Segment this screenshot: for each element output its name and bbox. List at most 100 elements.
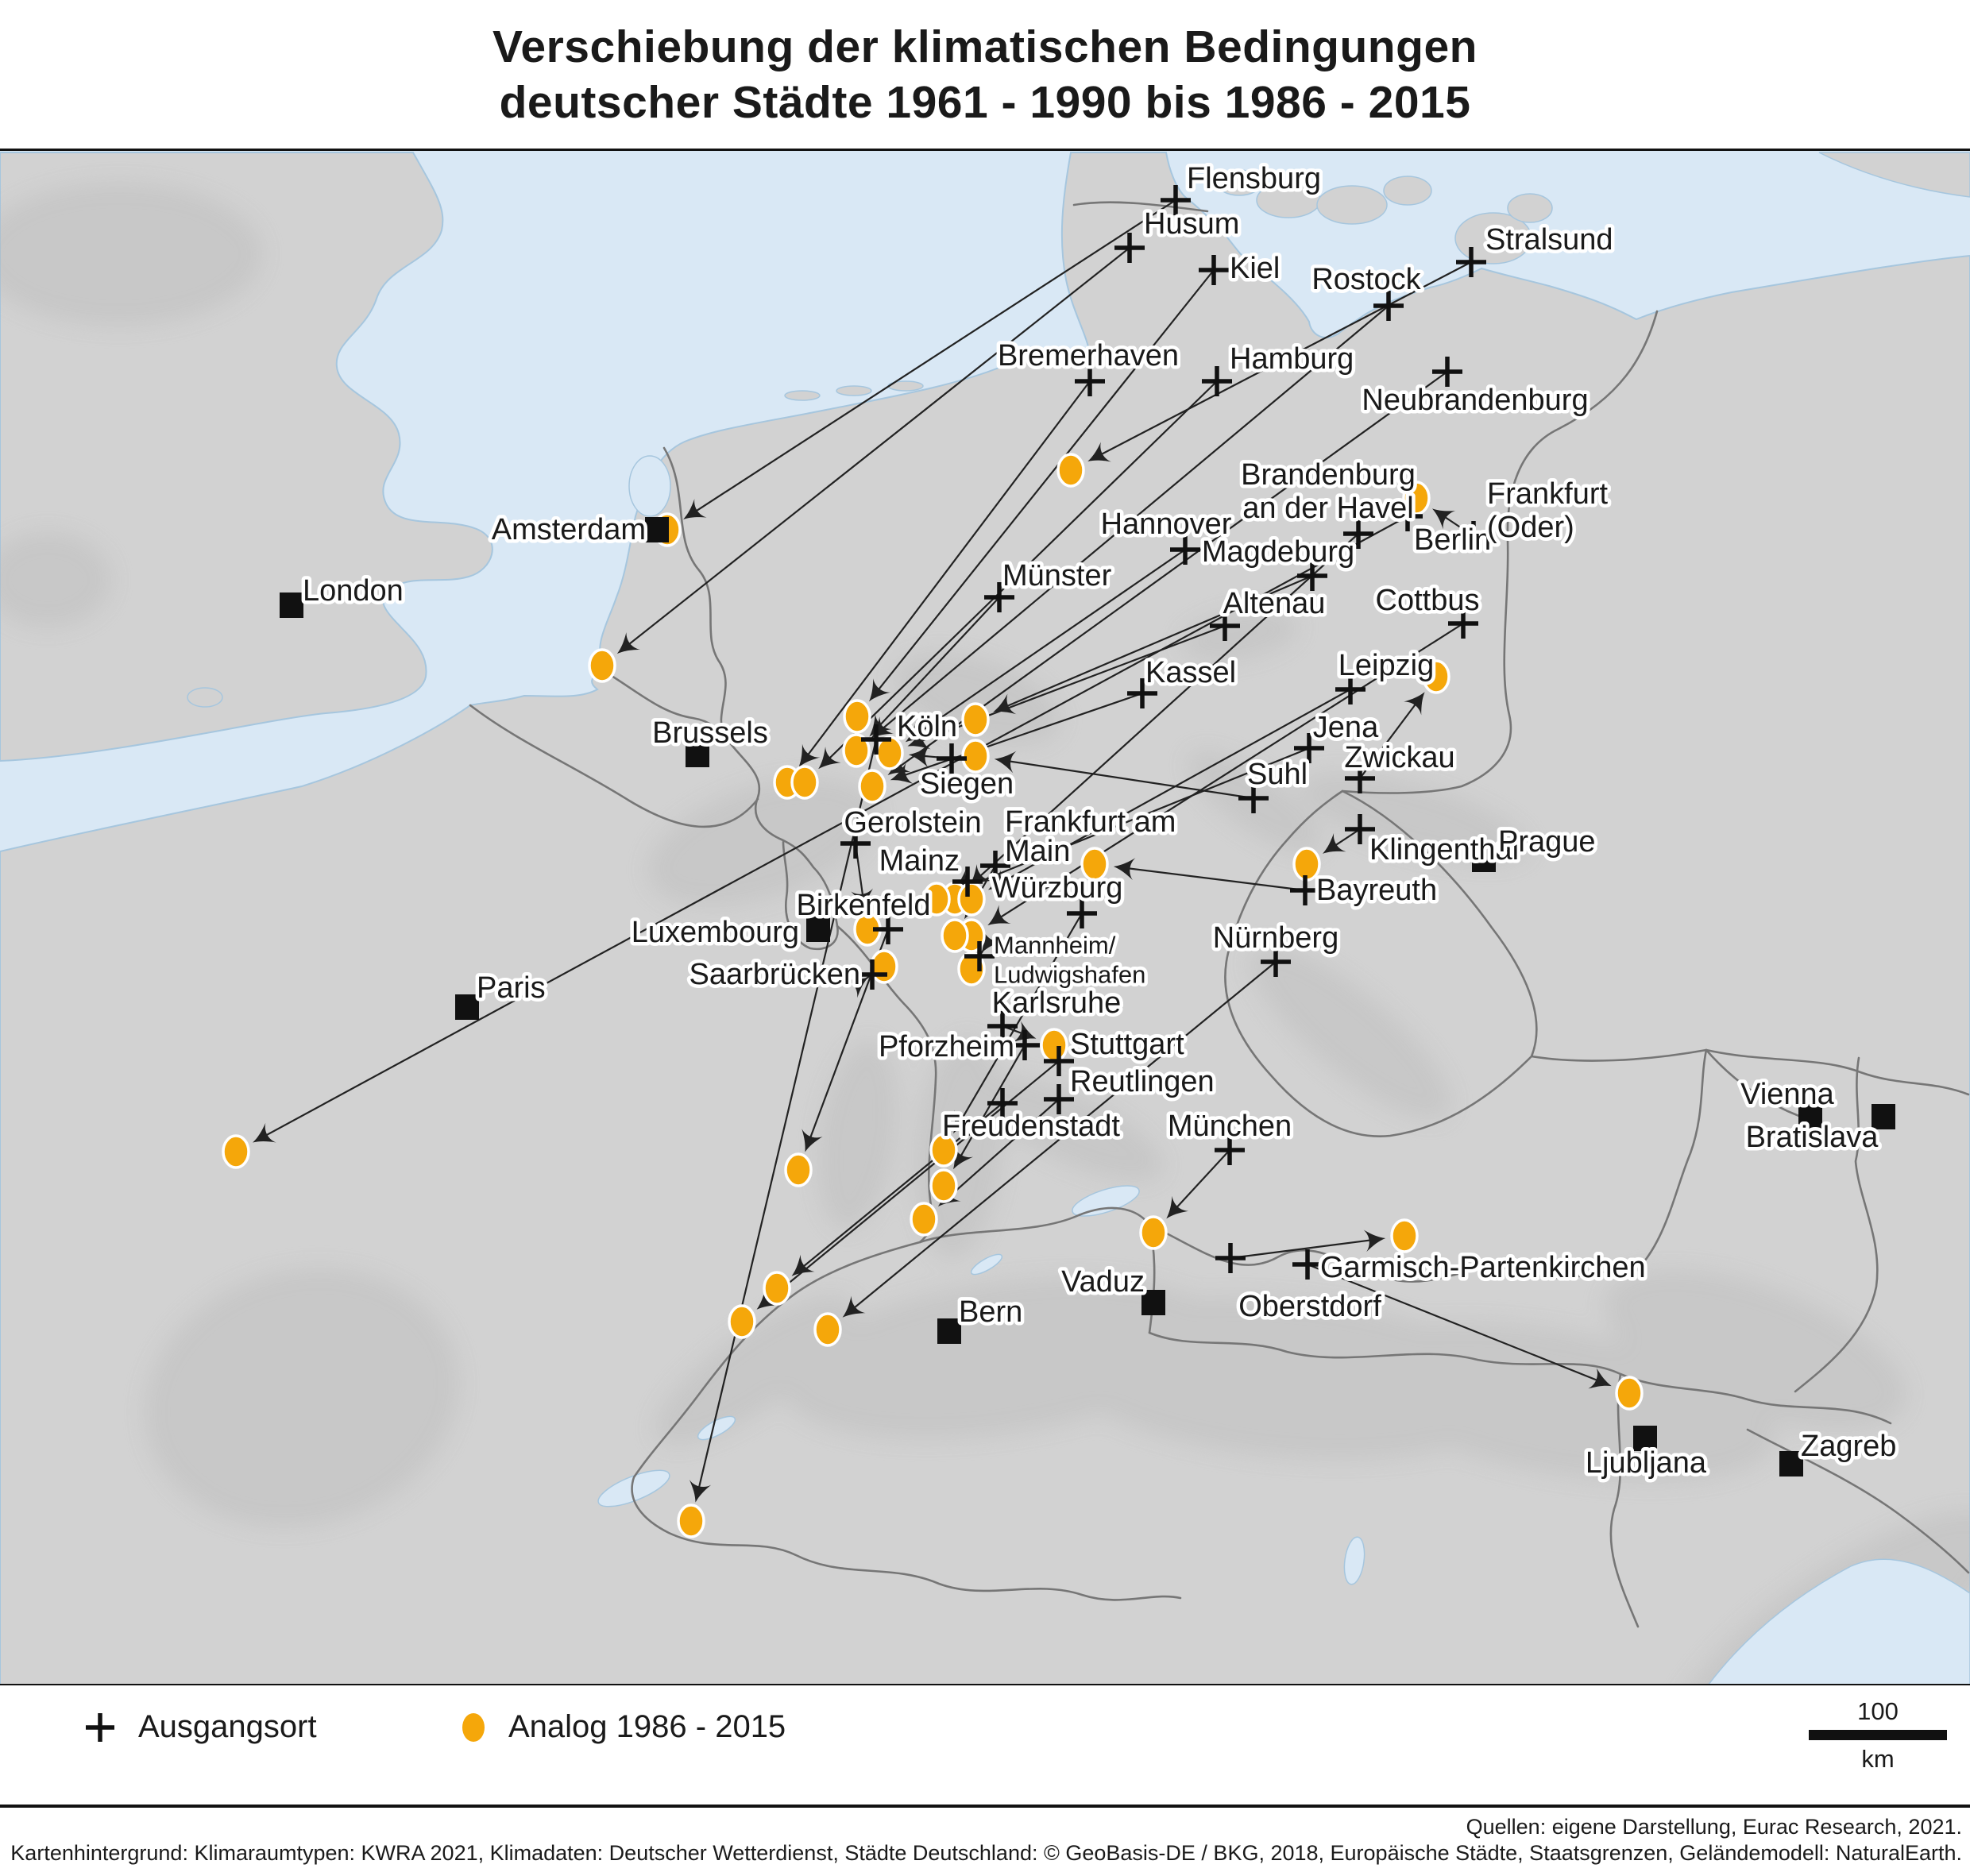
- analog-dot-6: [790, 765, 819, 800]
- origin-cross-kassel: [1127, 678, 1157, 708]
- reference-square-vaduz: [1141, 1290, 1165, 1315]
- country-borders-layer: [469, 201, 1970, 1628]
- reference-square-london: [280, 593, 303, 618]
- analog-dot-1: [588, 648, 616, 683]
- origin-cross-mannheim-ludwigshafen: [964, 941, 995, 971]
- shift-arrow-garmisch-partenkirchen: [1307, 1263, 1612, 1389]
- shift-arrow-stralsund: [1087, 261, 1472, 462]
- reference-square-paris: [455, 994, 479, 1020]
- origin-label-oberstdorf: Oberstdorf: [1238, 1290, 1381, 1323]
- analog-dot-28: [728, 1304, 756, 1339]
- analog-dot-7: [858, 769, 886, 804]
- origin-cross-w-rzburg: [1067, 898, 1097, 928]
- origin-cross-oberstdorf: [1215, 1243, 1246, 1273]
- origin-label-gerolstein: Gerolstein: [844, 806, 981, 840]
- origin-cross-altenau: [1210, 611, 1240, 641]
- origin-label-saarbr-cken: Saarbrücken: [690, 958, 860, 991]
- lakes-layer: [597, 455, 1970, 1684]
- shift-arrow-freudenstadt: [791, 1102, 1003, 1276]
- danish-island: [1316, 185, 1388, 225]
- shift-arrow-m-nchen: [1166, 1149, 1230, 1219]
- analog-dot-icon: [462, 1712, 485, 1742]
- shift-arrow-cottbus: [987, 623, 1464, 926]
- origin-label-reutlingen: Reutlingen: [1070, 1065, 1215, 1098]
- origin-cross-siegen: [937, 743, 967, 774]
- origin-label-m-nchen: München: [1168, 1110, 1292, 1143]
- analog-dot-11: [222, 1134, 250, 1169]
- reference-label-london: London: [303, 574, 404, 608]
- reference-label-amsterdam: Amsterdam: [492, 513, 646, 546]
- origin-label-altenau: Altenau: [1223, 587, 1326, 620]
- bodensee: [1072, 1185, 1140, 1217]
- origin-cross-berlin: [1393, 501, 1423, 531]
- origin-cross-reutlingen: [1044, 1084, 1074, 1114]
- city-labels-layer: Flensburg Husum Kiel Stralsund Rostock Bremer…: [299, 159, 1900, 1484]
- terrain-layer: [0, 183, 1970, 1684]
- reference-label-brussels: Brussels: [652, 716, 768, 750]
- shift-arrow-berlin: [253, 515, 1408, 1143]
- border-cz-sk: [1530, 1048, 1970, 1096]
- origin-label-neubrandenburg: Neubrandenburg: [1362, 384, 1588, 417]
- origin-cross-n-rnberg: [1261, 947, 1291, 977]
- ausgangsort-cross-icon: [86, 1712, 114, 1742]
- lake-garda: [1343, 1536, 1365, 1585]
- origin-crosses-layer: [840, 185, 1489, 1280]
- analog-dot-31: [813, 1312, 842, 1347]
- analog-dot-15: [922, 882, 951, 917]
- shift-arrow-kassel: [890, 692, 1143, 784]
- analog-dot-26: [1040, 1028, 1068, 1063]
- origin-label-karlsruhe: Karlsruhe: [992, 986, 1122, 1020]
- danish-island: [1216, 169, 1262, 196]
- origin-label-freudenstadt: Freudenstadt: [942, 1110, 1120, 1143]
- origin-cross-klingenthal: [1345, 814, 1375, 844]
- origin-cross-cottbus: [1448, 608, 1478, 639]
- origin-label-brandenburg-an-der-havel: Brandenburg: [1241, 458, 1416, 492]
- shift-arrow-hamburg: [818, 380, 1218, 770]
- legend: Ausgangsort Analog 1986 - 2015: [0, 1685, 1970, 1805]
- ruegen-island: [1507, 193, 1553, 223]
- map-bottom-border: [0, 1684, 1970, 1686]
- origin-cross-hannover: [1170, 535, 1200, 565]
- shift-arrow-klingenthal: [1323, 828, 1361, 854]
- origin-cross-zwickau: [1345, 763, 1375, 793]
- reference-label-vienna: Vienna: [1740, 1078, 1835, 1111]
- origin-cross-mainz: [952, 867, 983, 897]
- origin-cross-pforzheim: [1010, 1030, 1040, 1060]
- map-top-border: [0, 149, 1970, 151]
- origin-cross-husum: [1114, 233, 1145, 263]
- analog-dot-2: [843, 699, 871, 734]
- analog-dot-24: [870, 949, 898, 984]
- shift-arrow-bremerhaven: [798, 380, 1091, 767]
- shift-arrow-husum: [616, 247, 1130, 654]
- origin-label-pforzheim: Pforzheim: [879, 1030, 1014, 1063]
- origin-cross-bayreuth: [1290, 875, 1320, 905]
- border-de-dk: [1072, 201, 1209, 213]
- source-line1: Quellen: eigene Darstellung, Eurac Resea…: [1466, 1815, 1962, 1839]
- analog-dot-33: [1390, 1218, 1419, 1253]
- footer-separator: [0, 1805, 1970, 1808]
- climate-shift-map: Flensburg Husum Kiel Stralsund Rostock Bremer…: [0, 152, 1970, 1684]
- origin-cross-kiel: [1199, 255, 1229, 285]
- scale-unit: km: [1861, 1745, 1895, 1773]
- page-title-line1: Verschiebung der klimatischen Bedingunge…: [492, 21, 1478, 72]
- origin-label-mannheim-ludwigshafen: Mannheim/: [994, 932, 1116, 959]
- shift-arrow-magdeburg: [993, 574, 1313, 715]
- origin-label-kiel: Kiel: [1230, 252, 1280, 285]
- legend-label-analog: Analog 1986 - 2015: [508, 1709, 786, 1744]
- analog-dot-34: [1615, 1376, 1644, 1411]
- origin-label-birkenfeld: Birkenfeld: [797, 889, 931, 922]
- shift-arrow-oberstdorf: [1230, 1229, 1386, 1260]
- origin-cross-frankfurt-am-main: [980, 851, 1010, 881]
- lake-zurich: [970, 1253, 1003, 1276]
- ijsselmeer: [628, 455, 671, 517]
- analog-dot-4: [842, 733, 871, 768]
- origin-label-suhl: Suhl: [1247, 758, 1308, 791]
- origin-cross-m-nchen: [1215, 1135, 1245, 1165]
- border-ch-fr-it: [631, 1241, 1182, 1601]
- border-be-fr: [469, 670, 759, 828]
- reference-label-bratislava: Bratislava: [1746, 1121, 1879, 1154]
- origin-cross-neubrandenburg: [1432, 357, 1462, 387]
- origin-cross-bremerhaven: [1075, 366, 1105, 396]
- analog-dot-12: [1402, 481, 1431, 515]
- ruegen-island: [1454, 212, 1532, 264]
